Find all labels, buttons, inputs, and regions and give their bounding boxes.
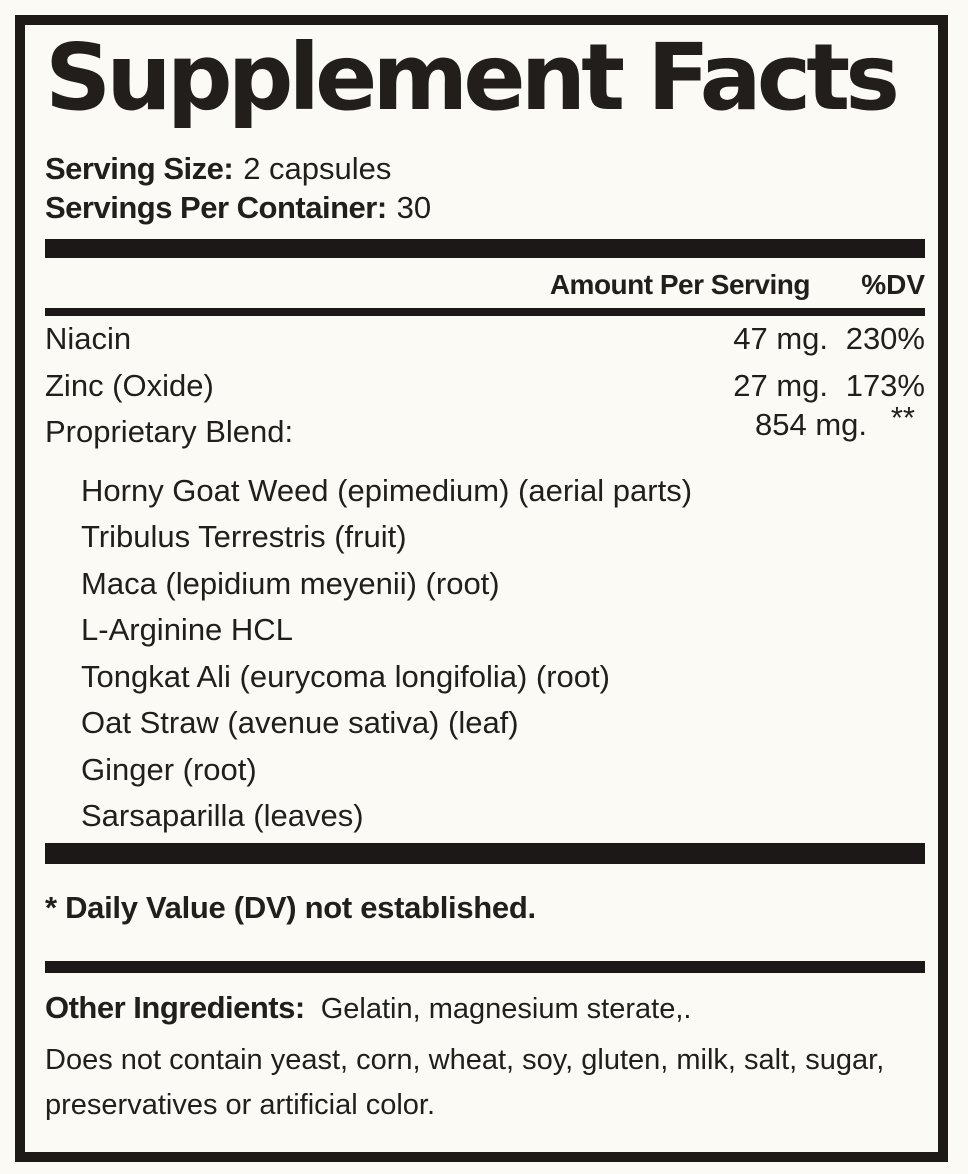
panel-title: Supplement Facts: [45, 25, 900, 131]
list-item: Maca (lepidium meyenii) (root): [81, 565, 500, 601]
serving-size-value: 2 capsules: [243, 151, 392, 186]
blend-ingredient-list: Horny Goat Weed (epimedium) (aerial part…: [45, 468, 925, 840]
nutrient-name: Proprietary Blend:: [45, 414, 294, 449]
divider-thick-bottom: [45, 960, 925, 973]
serving-size-label: Serving Size:: [45, 151, 234, 186]
divider-thick-top: [45, 239, 925, 258]
serving-size-line: Serving Size: 2 capsules: [45, 149, 925, 188]
panel-content: Supplement Facts Serving Size: 2 capsules…: [25, 25, 938, 1152]
disclaimer-line-1: Does not contain yeast, corn, wheat, soy…: [45, 1043, 885, 1076]
daily-value-footnote: * Daily Value (DV) not established.: [45, 889, 536, 925]
other-ingredients-value: Gelatin, magnesium sterate,.: [320, 992, 692, 1025]
divider-header-rule: [45, 308, 925, 316]
servings-per-container-label: Servings Per Container:: [45, 190, 387, 225]
serving-info: Serving Size: 2 capsules Servings Per Con…: [45, 149, 925, 227]
nutrient-amount: 47 mg.: [733, 321, 828, 356]
divider-thick-middle: [45, 842, 925, 864]
nutrient-name: Zinc (Oxide): [45, 367, 214, 403]
nutrient-dv: **: [890, 400, 915, 435]
list-item: Tribulus Terrestris (fruit): [81, 519, 407, 554]
table-row-niacin: Niacin 47 mg. 230%: [45, 316, 925, 363]
other-ingredients-label: Other Ingredients:: [45, 989, 305, 1025]
nutrient-amount: 854 mg.: [754, 407, 867, 442]
table-row-zinc: Zinc (Oxide) 27 mg. 173%: [45, 363, 925, 410]
list-item: L-Arginine HCL: [81, 612, 293, 647]
column-header-row: Amount Per Serving %DV: [45, 270, 925, 300]
table-row-proprietary-blend: Proprietary Blend: 854 mg. **: [45, 400, 925, 456]
list-item: Sarsaparilla (leaves): [81, 798, 364, 833]
amount-per-serving-header: Amount Per Serving: [549, 269, 811, 300]
list-item: Ginger (root): [81, 751, 257, 787]
percent-dv-header: %DV: [861, 269, 925, 300]
disclaimer-line-2: preservatives or artificial color.: [45, 1088, 436, 1121]
list-item: Tongkat Ali (eurycoma longifolia) (root): [81, 658, 610, 694]
servings-per-container-value: 30: [396, 190, 432, 225]
supplement-facts-panel: Supplement Facts Serving Size: 2 capsules…: [15, 15, 948, 1162]
nutrient-amount: 27 mg.: [733, 367, 828, 403]
other-ingredients-line: Other Ingredients: Gelatin, magnesium ste…: [45, 987, 925, 1030]
nutrient-name: Niacin: [45, 321, 132, 356]
list-item: Oat Straw (avenue sativa) (leaf): [81, 705, 519, 740]
servings-per-container-line: Servings Per Container: 30: [45, 188, 925, 227]
list-item: Horny Goat Weed (epimedium) (aerial part…: [81, 472, 693, 508]
nutrient-dv: 173%: [845, 367, 925, 403]
allergen-disclaimer: Does not contain yeast, corn, wheat, soy…: [45, 1038, 925, 1128]
nutrient-dv: 230%: [845, 321, 925, 356]
nutrient-table: Niacin 47 mg. 230% Zinc (Oxide) 27 mg. 1…: [45, 316, 925, 456]
